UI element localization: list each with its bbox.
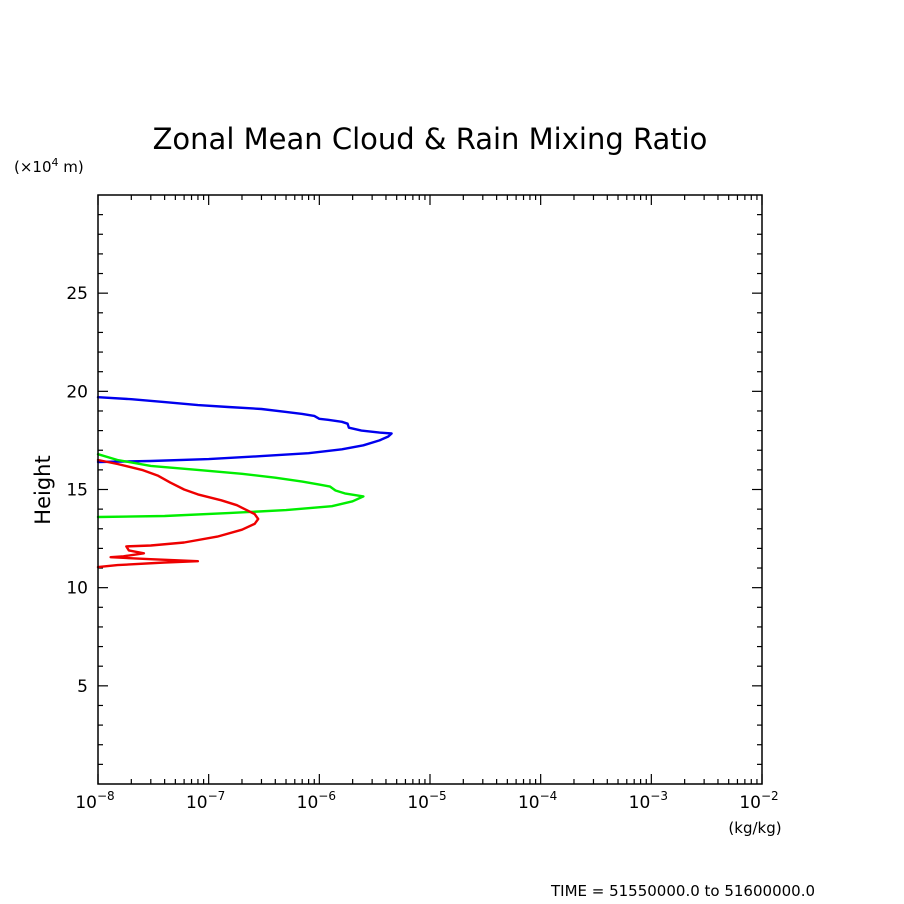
x-tick-label: 10−5 [407, 789, 446, 813]
x-tick-label: 10−8 [75, 789, 114, 813]
x-tick-label-exponent: −8 [97, 789, 115, 803]
minor-ticks [98, 195, 762, 784]
x-unit-label: (kg/kg) [728, 819, 781, 837]
x-tick-label-base: 10 [739, 793, 761, 813]
x-tick-labels: 10−8 10−7 10−6 10−5 10−4 10−3 10−2 [75, 789, 778, 813]
series-line-blue [96, 396, 393, 464]
x-tick-label: 10−6 [297, 789, 336, 813]
x-tick-label-base: 10 [297, 793, 319, 813]
y-unit-label: (×104 m) [14, 156, 84, 176]
x-tick-label: 10−4 [518, 789, 557, 813]
series-line-green [96, 453, 365, 519]
x-tick-label: 10−7 [186, 789, 225, 813]
x-tick-label-base: 10 [186, 793, 208, 813]
x-tick-label-exponent: −6 [318, 789, 336, 803]
y-tick-label: 15 [66, 481, 88, 501]
y-unit-exponent: 4 [52, 156, 59, 169]
chart-title: Zonal Mean Cloud & Rain Mixing Ratio [153, 122, 708, 156]
y-tick-label: 20 [66, 382, 88, 402]
x-tick-label-exponent: −4 [540, 789, 558, 803]
x-tick-label-base: 10 [518, 793, 540, 813]
y-tick-labels: 5 10 15 20 25 [66, 284, 88, 697]
y-tick-label: 10 [66, 579, 88, 599]
time-range-label: TIME = 51550000.0 to 51600000.0 [550, 882, 815, 900]
plot-frame [97, 194, 763, 785]
x-tick-label-exponent: −3 [650, 789, 668, 803]
x-tick-label-base: 10 [407, 793, 429, 813]
major-ticks [97, 195, 763, 784]
x-tick-label: 10−2 [739, 789, 778, 813]
x-tick-label: 10−3 [629, 789, 668, 813]
x-tick-label-exponent: −2 [761, 789, 779, 803]
y-tick-label: 5 [77, 677, 88, 697]
x-tick-label-base: 10 [629, 793, 651, 813]
series-group [96, 396, 393, 569]
y-unit-prefix: (×10 [14, 158, 52, 176]
y-axis-title: Height [31, 455, 55, 524]
x-tick-label-exponent: −7 [208, 789, 226, 803]
x-tick-label-exponent: −5 [429, 789, 447, 803]
y-unit-suffix: m) [59, 158, 84, 176]
x-tick-label-base: 10 [75, 793, 97, 813]
y-tick-label: 25 [66, 284, 88, 304]
series-line-red [96, 458, 260, 569]
